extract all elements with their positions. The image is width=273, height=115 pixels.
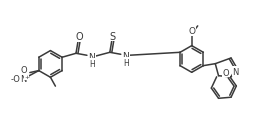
Text: N: N	[232, 67, 239, 76]
Text: N: N	[88, 52, 95, 61]
Text: S: S	[110, 31, 116, 41]
Text: +: +	[24, 75, 29, 80]
Text: H: H	[89, 59, 95, 68]
Text: N: N	[122, 51, 129, 60]
Text: N: N	[20, 75, 27, 83]
Text: H: H	[123, 58, 129, 67]
Text: O: O	[20, 66, 27, 75]
Text: O: O	[75, 32, 83, 42]
Text: O: O	[222, 68, 229, 77]
Text: -O: -O	[11, 75, 20, 83]
Text: O: O	[188, 27, 195, 36]
